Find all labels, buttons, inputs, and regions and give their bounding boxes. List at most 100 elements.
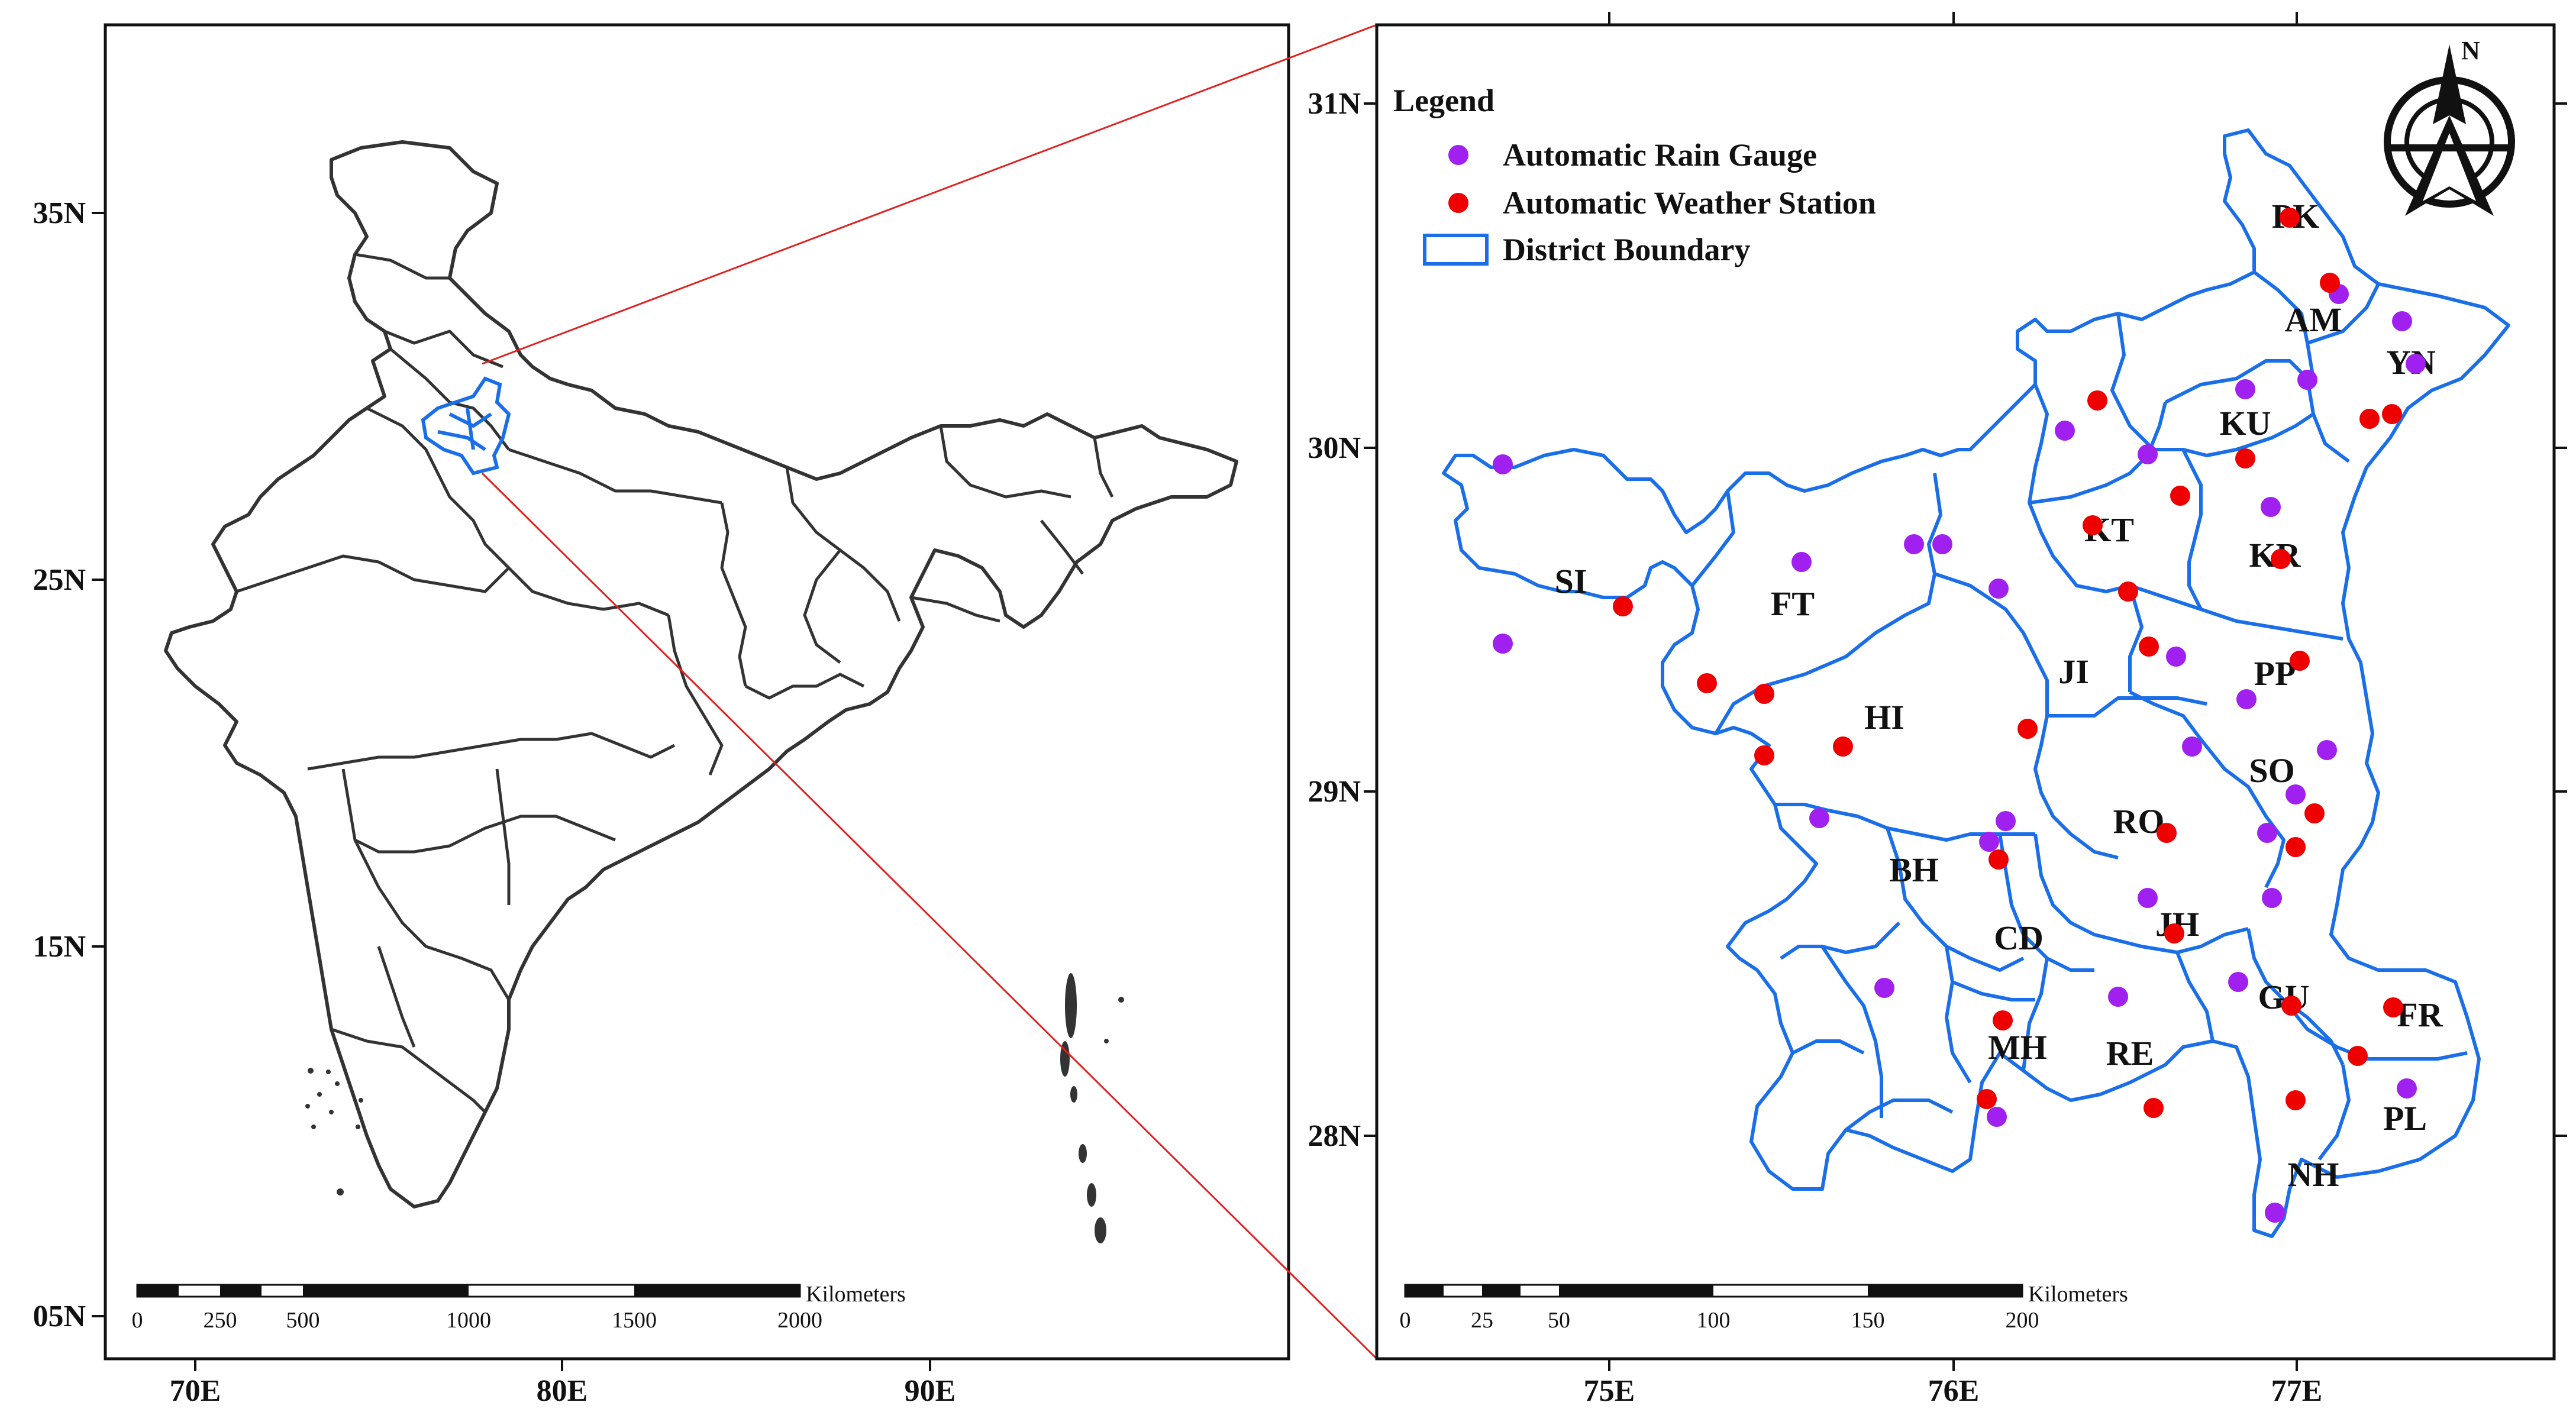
district-label: MH <box>1988 1028 2047 1067</box>
haryana-scale-label: 0 <box>1400 1308 1411 1333</box>
rain-gauge-marker <box>2262 888 2282 908</box>
weather-station-marker <box>2359 409 2380 429</box>
legend-weather-station-swatch <box>1448 193 1468 213</box>
india-lat-label: 05N <box>33 1300 86 1333</box>
weather-station-marker <box>2286 837 2306 857</box>
rain-gauge-marker <box>2055 421 2075 441</box>
rain-gauge-marker <box>2108 987 2128 1007</box>
haryana-lat-label: 28N <box>1308 1119 1361 1153</box>
india-lon-label: 80E <box>537 1374 588 1408</box>
weather-station-marker <box>1697 673 1717 693</box>
haryana-scale-label: 100 <box>1697 1308 1731 1333</box>
weather-station-marker <box>2286 1090 2306 1110</box>
district-boundaries <box>1690 270 2468 1161</box>
district-label: FT <box>1771 584 1815 623</box>
haryana-scale-unit: Kilometers <box>2028 1282 2128 1307</box>
weather-station-marker <box>2383 997 2403 1017</box>
weather-station-marker <box>2382 404 2402 424</box>
india-scale-label: 2000 <box>777 1308 822 1333</box>
weather-station-marker <box>1754 745 1774 765</box>
india-lon-label: 70E <box>170 1374 221 1408</box>
rain-gauge-marker <box>1979 832 1999 852</box>
district-label: RE <box>2106 1034 2154 1072</box>
india-scale-bar <box>136 1284 801 1298</box>
rain-gauge-marker <box>2228 972 2248 992</box>
weather-station-marker <box>1993 1010 2013 1030</box>
haryana-scale-label: 150 <box>1851 1308 1885 1333</box>
india-map-panel: 35N 25N 15N 05N 70E 80E 90E <box>33 23 1290 1408</box>
haryana-lon-label: 76E <box>1928 1374 1980 1408</box>
rain-gauge-marker <box>2392 311 2412 331</box>
weather-station-points <box>1613 208 2403 1118</box>
india-scale-label: 1000 <box>446 1308 491 1333</box>
district-label: SI <box>1555 562 1587 600</box>
india-scale-label: 0 <box>132 1308 143 1333</box>
rain-gauge-marker <box>2235 379 2255 399</box>
weather-station-marker <box>1977 1089 1997 1109</box>
lakshadweep-islands <box>305 1068 363 1195</box>
india-scale-unit: Kilometers <box>806 1282 906 1307</box>
district-label: PL <box>2383 1099 2427 1138</box>
weather-station-marker <box>1613 596 1633 616</box>
district-label: FR <box>2397 996 2443 1034</box>
rain-gauge-marker <box>2397 1078 2417 1098</box>
haryana-lon-label: 75E <box>1584 1374 1635 1408</box>
district-label: NH <box>2288 1155 2339 1194</box>
india-lat-label: 35N <box>33 196 86 230</box>
haryana-lon-label: 77E <box>2271 1374 2323 1408</box>
weather-station-marker <box>2235 448 2255 468</box>
north-label: N <box>2461 36 2480 65</box>
district-label: JI <box>2058 652 2089 691</box>
rain-gauge-marker <box>2138 444 2158 464</box>
weather-station-marker <box>2164 923 2184 944</box>
haryana-state-outline <box>1442 128 2510 1238</box>
haryana-lat-ticks <box>1364 102 2567 1137</box>
legend-title: Legend <box>1393 83 1494 118</box>
haryana-map-panel: 31N 30N 29N 28N 75E 76E 77E <box>1308 12 2567 1408</box>
legend-item-label: District Boundary <box>1503 232 1751 267</box>
district-label: PP <box>2254 654 2296 693</box>
north-arrow-icon: N <box>2384 36 2515 216</box>
weather-station-marker <box>2320 273 2340 293</box>
weather-station-marker <box>2144 1098 2164 1118</box>
india-outline <box>164 140 1238 1209</box>
rain-gauge-marker <box>1996 811 2016 831</box>
legend-item-label: Automatic Rain Gauge <box>1503 137 1817 173</box>
india-lat-label: 15N <box>33 930 86 964</box>
legend-rain-gauge-swatch <box>1448 145 1468 165</box>
rain-gauge-marker <box>2166 647 2186 667</box>
weather-station-marker <box>2271 549 2291 569</box>
weather-station-marker <box>2348 1046 2368 1066</box>
rain-gauge-marker <box>1874 978 1894 998</box>
india-scale-label: 250 <box>204 1308 237 1333</box>
india-lon-label: 90E <box>905 1374 956 1408</box>
weather-station-marker <box>2304 803 2325 823</box>
inset-connector-lines <box>481 24 1378 1360</box>
weather-station-marker <box>2139 636 2159 657</box>
district-label: CD <box>1994 919 2044 957</box>
rain-gauge-marker <box>1904 534 1924 554</box>
district-labels: PK AM YN KU KT KR SI FT JI PP HI SO RO B… <box>1555 197 2443 1194</box>
haryana-highlight <box>421 376 511 476</box>
haryana-scale-label: 50 <box>1548 1308 1570 1333</box>
rain-gauge-marker <box>1987 1107 2007 1127</box>
weather-station-marker <box>2083 515 2103 535</box>
haryana-lat-label: 30N <box>1308 431 1361 465</box>
weather-station-marker <box>2017 719 2038 739</box>
rain-gauge-marker <box>2182 736 2202 757</box>
haryana-scale-bar <box>1404 1284 2023 1298</box>
weather-station-marker <box>2118 581 2138 602</box>
weather-station-marker <box>1833 736 1853 757</box>
district-label: SO <box>2249 751 2294 790</box>
rain-gauge-marker <box>1932 534 1952 554</box>
andaman-islands <box>1060 973 1124 1243</box>
rain-gauge-marker <box>1809 808 1829 828</box>
rain-gauge-marker <box>2236 689 2257 709</box>
district-label: BH <box>1889 851 1939 889</box>
rain-gauge-marker <box>2138 888 2158 908</box>
legend-item-label: Automatic Weather Station <box>1503 185 1876 221</box>
rain-gauge-marker <box>1989 579 2009 599</box>
rain-gauge-marker <box>2261 497 2281 517</box>
india-state-boundaries <box>236 253 1114 1113</box>
